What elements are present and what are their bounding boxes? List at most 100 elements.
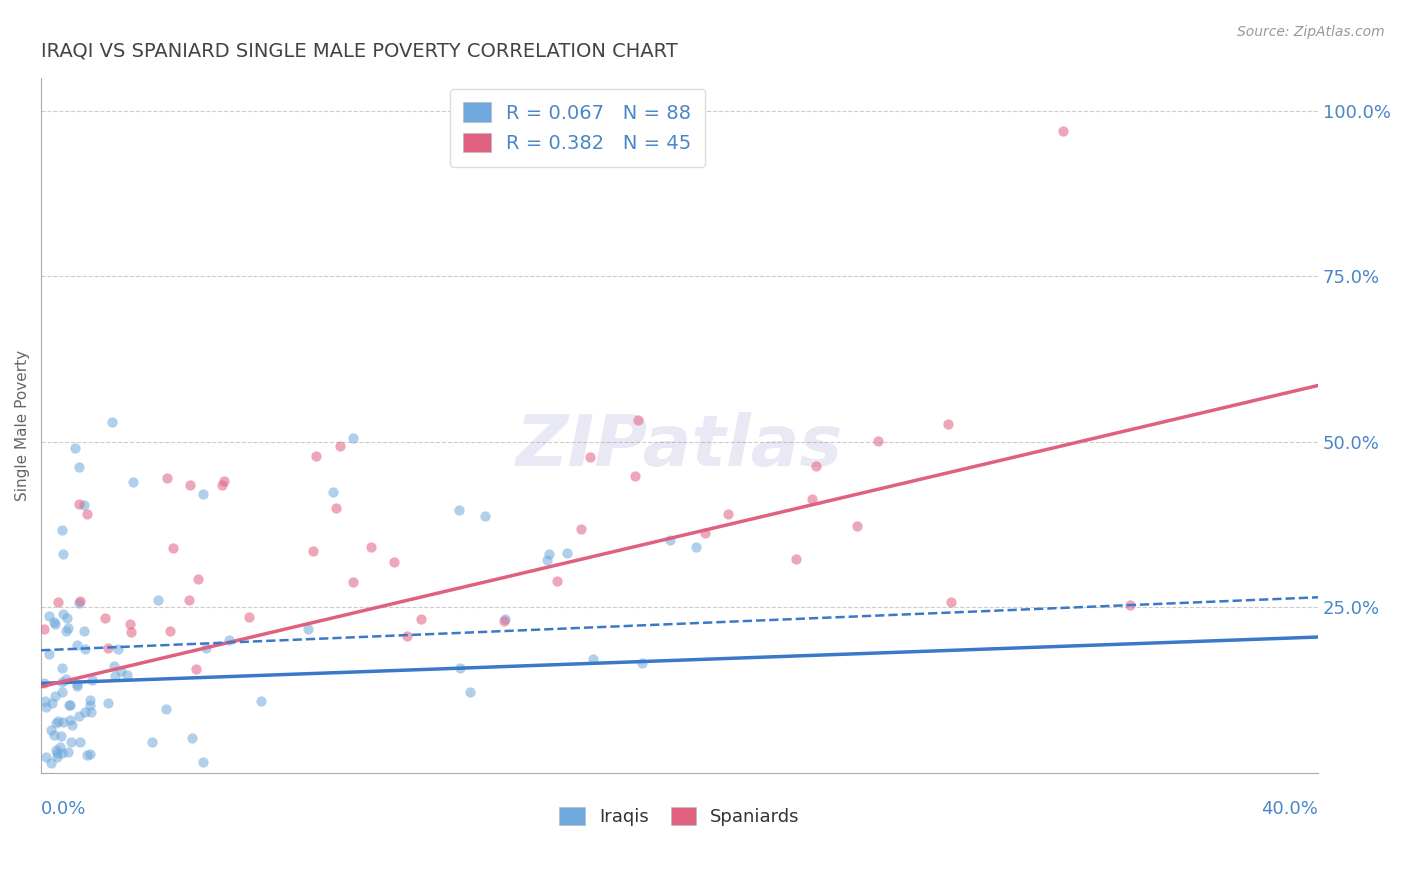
Point [46,714,69,728]
Point [536,553,558,567]
Text: 0.0%: 0.0% [41,800,87,819]
Point [939,595,962,609]
Point [59,713,82,727]
Point [179,478,201,492]
Point [631,656,654,670]
Point [42,728,65,742]
Point [249,694,271,708]
Point [120,616,142,631]
Text: ZIPatlas: ZIPatlas [516,411,844,481]
Point [322,485,344,500]
Point [492,614,515,628]
Point [35,749,58,764]
Point [75,706,97,720]
Point [55,673,77,687]
Point [845,518,868,533]
Y-axis label: Single Male Poverty: Single Male Poverty [15,350,30,500]
Point [495,612,517,626]
Point [63,441,86,455]
Point [51,675,73,690]
Point [39,756,62,770]
Point [155,702,177,716]
Point [96,640,118,655]
Point [868,434,890,448]
Point [195,640,218,655]
Point [581,651,603,665]
Point [184,662,207,676]
Point [107,642,129,657]
Point [382,555,405,569]
Point [218,632,240,647]
Point [67,709,90,723]
Point [58,621,80,635]
Point [546,574,568,588]
Point [659,533,682,547]
Text: Source: ZipAtlas.com: Source: ZipAtlas.com [1237,25,1385,39]
Point [56,611,79,625]
Point [191,487,214,501]
Point [1119,598,1142,612]
Point [156,470,179,484]
Point [34,675,56,690]
Point [79,698,101,713]
Point [65,679,87,693]
Point [60,717,83,731]
Point [555,546,578,560]
Point [44,617,66,632]
Point [38,608,60,623]
Point [936,417,959,431]
Point [52,548,75,562]
Legend: Iraqis, Spaniards: Iraqis, Spaniards [553,799,807,833]
Point [58,698,80,713]
Point [69,735,91,749]
Point [342,574,364,589]
Point [685,541,707,555]
Point [73,642,96,657]
Point [34,694,56,708]
Point [115,667,138,681]
Point [801,492,824,507]
Point [67,596,90,610]
Point [67,460,90,475]
Point [325,500,347,515]
Point [162,541,184,555]
Point [60,734,83,748]
Point [37,647,59,661]
Point [76,747,98,762]
Point [193,756,215,770]
Point [69,593,91,607]
Point [450,661,472,675]
Point [51,684,73,698]
Point [447,503,470,517]
Point [187,572,209,586]
Point [41,696,63,710]
Point [44,615,66,630]
Point [146,592,169,607]
Point [360,540,382,554]
Point [79,747,101,762]
Point [66,676,89,690]
Point [141,735,163,749]
Point [66,638,89,652]
Point [342,431,364,445]
Point [179,593,201,607]
Point [45,743,67,757]
Point [79,693,101,707]
Point [624,468,647,483]
Point [39,723,62,738]
Point [627,413,650,427]
Point [55,624,77,638]
Point [159,624,181,638]
Point [103,658,125,673]
Point [695,525,717,540]
Point [46,749,69,764]
Point [101,415,124,429]
Point [34,622,56,636]
Point [538,547,561,561]
Point [51,661,73,675]
Point [49,729,72,743]
Point [51,523,73,537]
Point [80,705,103,719]
Point [46,595,69,609]
Point [297,622,319,636]
